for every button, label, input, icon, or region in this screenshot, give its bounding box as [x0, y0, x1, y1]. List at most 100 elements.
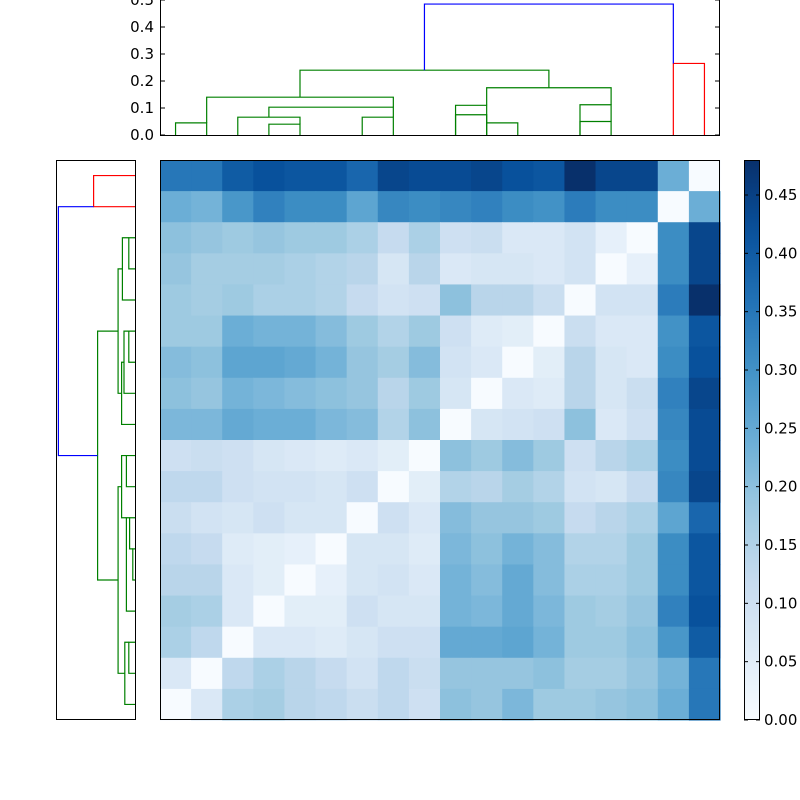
heatmap-cell: [346, 564, 379, 597]
heatmap-cell: [688, 657, 721, 690]
heatmap-frame: [160, 160, 720, 720]
dendrogram-link: [57, 206, 98, 457]
colorbar-tick-label: 0.00: [764, 711, 797, 729]
heatmap-cell: [160, 657, 192, 690]
heatmap-cell: [160, 346, 192, 379]
heatmap-cell: [657, 408, 690, 441]
heatmap-cell: [346, 657, 379, 690]
heatmap-cell: [626, 595, 659, 628]
heatmap-cell: [191, 688, 223, 721]
heatmap-cell: [377, 595, 410, 628]
heatmap-cell: [471, 408, 503, 441]
dendrogram-link: [486, 87, 612, 106]
heatmap-cell: [160, 191, 192, 223]
heatmap-cell: [191, 502, 223, 534]
heatmap-cell: [688, 315, 721, 348]
heatmap-cell: [315, 191, 348, 223]
heatmap-cell: [408, 440, 441, 472]
heatmap-cell: [377, 253, 410, 286]
heatmap-cell: [502, 191, 534, 223]
dendrogram-link: [128, 330, 136, 363]
heatmap-cell: [377, 626, 410, 659]
heatmap-cell: [502, 440, 534, 472]
heatmap-cell: [595, 191, 628, 223]
heatmap-cell: [160, 408, 192, 441]
heatmap-cell: [595, 533, 628, 566]
heatmap-cell: [626, 377, 659, 410]
heatmap-cell: [408, 595, 441, 628]
heatmap-cell: [440, 471, 472, 503]
heatmap-cell: [222, 222, 254, 254]
heatmap-cell: [284, 471, 317, 503]
heatmap-cell: [222, 440, 254, 472]
heatmap-cell: [688, 377, 721, 410]
heatmap-cell: [626, 284, 659, 317]
heatmap-cell: [533, 564, 566, 597]
heatmap-cell: [346, 533, 379, 566]
heatmap-cell: [284, 222, 317, 254]
heatmap-cell: [222, 253, 254, 286]
heatmap-cell: [377, 377, 410, 410]
heatmap-cell: [657, 284, 690, 317]
heatmap-cell: [284, 346, 317, 379]
heatmap-cell: [533, 377, 566, 410]
dendrogram-link: [97, 330, 119, 581]
heatmap-cell: [253, 315, 286, 348]
heatmap-cell: [253, 657, 286, 690]
heatmap-cell: [315, 595, 348, 628]
heatmap-cell: [408, 284, 441, 317]
heatmap-cell: [502, 688, 534, 721]
heatmap-cell: [284, 284, 317, 317]
heatmap-cell: [284, 253, 317, 286]
heatmap-cell: [440, 502, 472, 534]
heatmap-cell: [160, 471, 192, 503]
heatmap-cell: [502, 564, 534, 597]
heatmap-cell: [315, 626, 348, 659]
dendrogram-link: [121, 454, 127, 519]
heatmap-cell: [626, 440, 659, 472]
heatmap-cell: [502, 657, 534, 690]
heatmap-cell: [315, 408, 348, 441]
heatmap-cell: [377, 688, 410, 721]
heatmap-cell: [160, 160, 192, 192]
heatmap-cell: [160, 377, 192, 410]
heatmap-cell: [533, 222, 566, 254]
heatmap-cell: [471, 626, 503, 659]
heatmap-cell: [688, 533, 721, 566]
dendrogram-link: [268, 106, 394, 118]
heatmap-cell: [222, 564, 254, 597]
heatmap-cell: [657, 440, 690, 472]
heatmap-cell: [471, 471, 503, 503]
heatmap-cell: [688, 253, 721, 286]
heatmap-cell: [253, 595, 286, 628]
heatmap-cell: [253, 564, 286, 597]
heatmap-cell: [160, 253, 192, 286]
heatmap-cell: [688, 346, 721, 379]
heatmap-cell: [315, 160, 348, 192]
colorbar-tick-label: 0.05: [764, 653, 797, 671]
heatmap-cell: [315, 564, 348, 597]
colorbar-tick-label: 0.35: [764, 303, 797, 321]
heatmap-cell: [471, 191, 503, 223]
dendrogram-link: [93, 174, 136, 208]
heatmap-cell: [564, 315, 597, 348]
heatmap-cell: [471, 377, 503, 410]
heatmap-cell: [533, 346, 566, 379]
heatmap-cell: [626, 191, 659, 223]
heatmap-matrix: [160, 160, 721, 721]
heatmap-cell: [315, 346, 348, 379]
heatmap-cell: [222, 160, 254, 192]
colorbar: 0.00 0.05 0.10 0.15 0.20 0.25 0.30 0.35 0.40 0.45: [744, 160, 797, 729]
heatmap-cell: [222, 657, 254, 690]
heatmap-cell: [564, 191, 597, 223]
left-dendrogram-frame: [56, 160, 136, 720]
heatmap-cell: [440, 160, 472, 192]
heatmap-cell: [346, 502, 379, 534]
heatmap-cell: [595, 222, 628, 254]
heatmap-cell: [408, 222, 441, 254]
heatmap-cell: [502, 222, 534, 254]
heatmap-cell: [377, 564, 410, 597]
heatmap-cell: [160, 315, 192, 348]
heatmap-cell: [160, 284, 192, 317]
heatmap-cell: [471, 502, 503, 534]
